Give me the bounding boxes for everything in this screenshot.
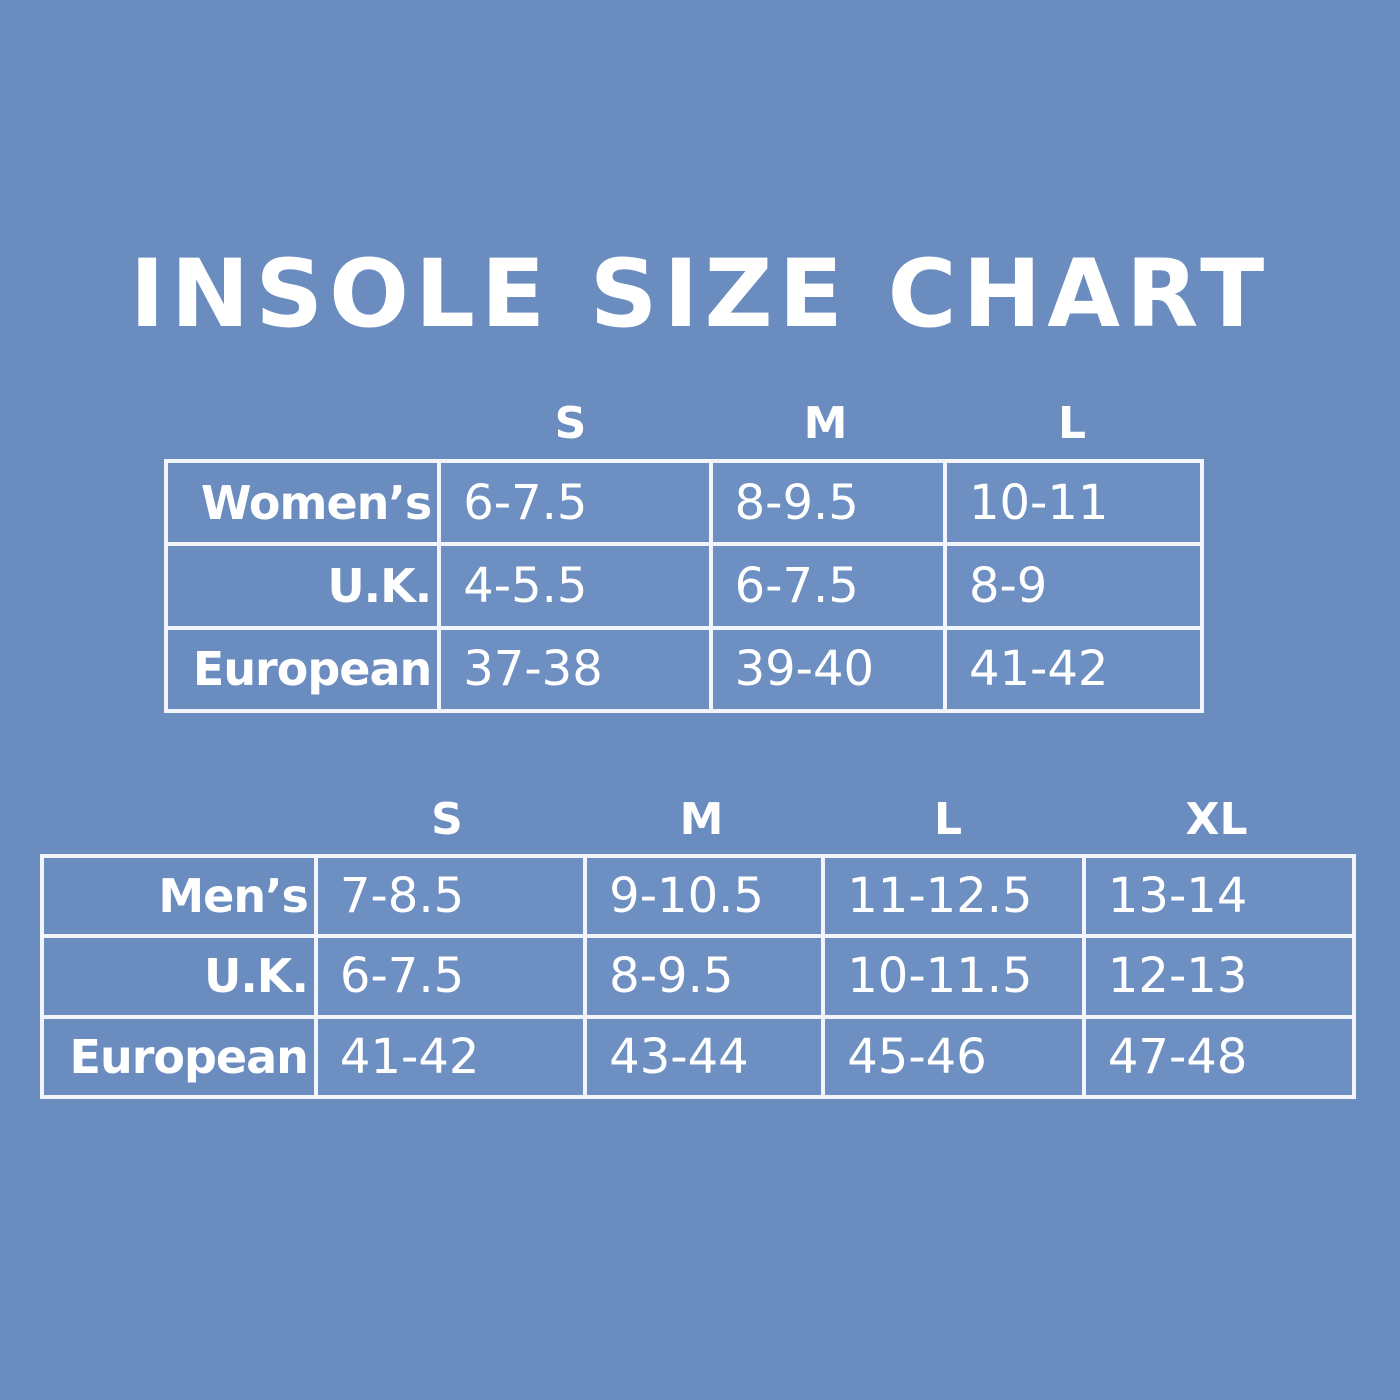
size-cell: 47-48 bbox=[1081, 1014, 1357, 1100]
row-label: U.K. bbox=[163, 542, 442, 630]
size-header-m: M bbox=[803, 398, 848, 449]
size-cell: 6-7.5 bbox=[437, 458, 713, 547]
size-cell: 41-42 bbox=[942, 625, 1205, 714]
size-cell: 10-11.5 bbox=[821, 934, 1086, 1019]
size-cell: 7-8.5 bbox=[313, 853, 588, 939]
womens-size-table: Women’s 6-7.5 8-9.5 10-11 U.K. 4-5.5 6-7.5 8-9 E… bbox=[163, 458, 1205, 714]
table-row: Men’s 7-8.5 9-10.5 11-12.5 13-14 bbox=[40, 853, 1357, 939]
table-row: European 41-42 43-44 45-46 47-48 bbox=[40, 1014, 1357, 1100]
size-cell: 8-9.5 bbox=[708, 458, 947, 547]
size-cell: 41-42 bbox=[313, 1014, 588, 1100]
table-row: Women’s 6-7.5 8-9.5 10-11 bbox=[163, 458, 1205, 547]
size-header-xl: XL bbox=[1185, 794, 1248, 845]
size-cell: 12-13 bbox=[1081, 934, 1357, 1019]
size-cell: 39-40 bbox=[708, 625, 947, 714]
row-label: Men’s bbox=[40, 853, 318, 939]
size-cell: 11-12.5 bbox=[821, 853, 1086, 939]
size-cell: 45-46 bbox=[821, 1014, 1086, 1100]
row-label: European bbox=[163, 625, 442, 714]
table-row: European 37-38 39-40 41-42 bbox=[163, 625, 1205, 714]
size-cell: 37-38 bbox=[437, 625, 713, 714]
mens-size-table: Men’s 7-8.5 9-10.5 11-12.5 13-14 U.K. 6-7.5 8-9… bbox=[40, 853, 1357, 1100]
row-label: U.K. bbox=[40, 934, 318, 1019]
size-header-s: S bbox=[431, 794, 463, 845]
size-cell: 9-10.5 bbox=[583, 853, 826, 939]
size-cell: 13-14 bbox=[1081, 853, 1357, 939]
size-cell: 43-44 bbox=[583, 1014, 826, 1100]
size-header-l: L bbox=[1057, 398, 1087, 449]
size-cell: 4-5.5 bbox=[437, 542, 713, 630]
size-header-s: S bbox=[554, 398, 587, 449]
row-label: Women’s bbox=[163, 458, 442, 547]
page-title: INSOLE SIZE CHART bbox=[129, 240, 1271, 349]
size-cell: 10-11 bbox=[942, 458, 1205, 547]
size-cell: 8-9 bbox=[942, 542, 1205, 630]
size-cell: 6-7.5 bbox=[708, 542, 947, 630]
size-cell: 6-7.5 bbox=[313, 934, 588, 1019]
size-header-l: L bbox=[933, 794, 963, 845]
table-row: U.K. 4-5.5 6-7.5 8-9 bbox=[163, 542, 1205, 630]
row-label: European bbox=[40, 1014, 318, 1100]
table-row: U.K. 6-7.5 8-9.5 10-11.5 12-13 bbox=[40, 934, 1357, 1019]
size-header-m: M bbox=[679, 794, 724, 845]
size-cell: 8-9.5 bbox=[583, 934, 826, 1019]
